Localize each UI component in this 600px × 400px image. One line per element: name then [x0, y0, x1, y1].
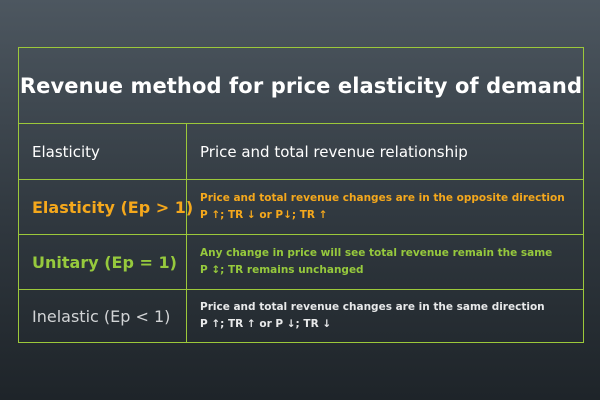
header-cell-relationship: Price and total revenue relationship [187, 124, 583, 179]
header-row: Elasticity Price and total revenue relat… [19, 124, 583, 180]
table-row-inelastic: Inelastic (Ep < 1) Price and total reven… [19, 290, 583, 342]
relationship-text: Price and total revenue changes are in t… [200, 192, 565, 204]
relationship-cell: Any change in price will see total reven… [187, 235, 583, 289]
elasticity-cell: Elasticity (Ep > 1) [19, 180, 193, 234]
relationship-text: Price and total revenue changes are in t… [200, 301, 545, 313]
header-elasticity: Elasticity [32, 142, 100, 161]
relationship-rule: P ↑; TR ↑ or P ↓; TR ↓ [200, 318, 332, 330]
relationship-text: Any change in price will see total reven… [200, 247, 553, 259]
elasticity-cell: Inelastic (Ep < 1) [19, 290, 187, 342]
relationship-rule: P ↑; TR ↓ or P↓; TR ↑ [200, 209, 328, 221]
header-cell-elasticity: Elasticity [19, 124, 187, 179]
table-row-unitary: Unitary (Ep = 1) Any change in price wil… [19, 235, 583, 290]
elasticity-label: Elasticity (Ep > 1) [32, 197, 194, 217]
elasticity-label: Unitary (Ep = 1) [32, 252, 177, 272]
table-row-elastic: Elasticity (Ep > 1) Price and total reve… [19, 180, 583, 235]
relationship-cell: Price and total revenue changes are in t… [187, 180, 583, 234]
elasticity-table: Revenue method for price elasticity of d… [18, 47, 584, 343]
table-title: Revenue method for price elasticity of d… [19, 73, 583, 98]
header-relationship: Price and total revenue relationship [200, 142, 468, 161]
elasticity-cell: Unitary (Ep = 1) [19, 235, 187, 289]
relationship-rule: P ↕; TR remains unchanged [200, 264, 364, 276]
relationship-cell: Price and total revenue changes are in t… [187, 290, 583, 342]
elasticity-label: Inelastic (Ep < 1) [32, 306, 171, 326]
title-row: Revenue method for price elasticity of d… [19, 48, 583, 124]
